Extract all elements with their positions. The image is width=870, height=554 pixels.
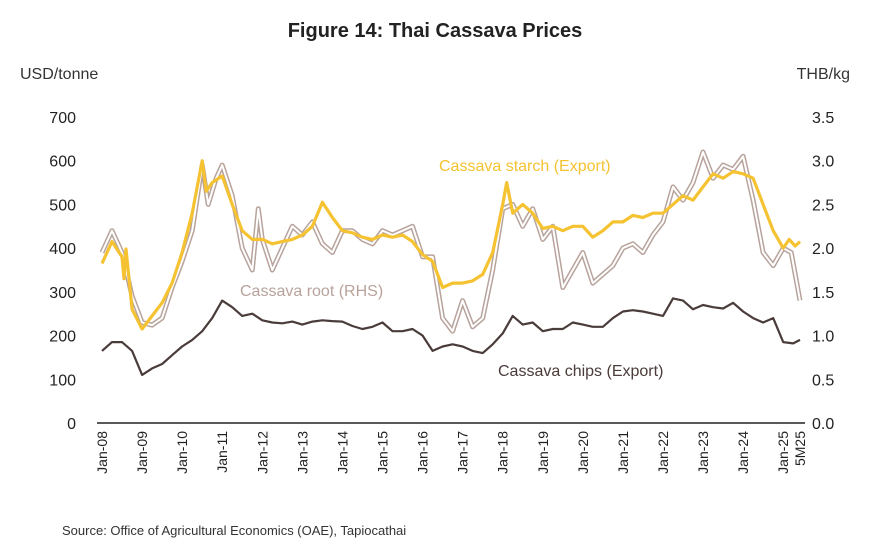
chart-title: Figure 14: Thai Cassava Prices (287, 20, 583, 42)
x-tick-label: Jan-22 (655, 431, 671, 474)
x-tick-label: Jan-09 (134, 431, 150, 474)
x-tick-label: Jan-08 (94, 431, 110, 474)
series-label: Cassava root (RHS) (240, 283, 383, 300)
y-right-tick-label: 1.5 (812, 285, 834, 302)
x-tick-label: Jan-17 (455, 431, 471, 474)
annotation-layer: Cassava starch (Export) Cassava root (RHS… (240, 158, 663, 380)
axes-layer: 0 100 200 300 400 500 600 700 0.0 0.5 1.0 1.5 2.0 2.5… (49, 110, 834, 474)
x-tick-label: Jan-25 (775, 431, 791, 474)
x-tick-label: Jan-16 (415, 431, 431, 474)
y-right-tick-label: 2.0 (812, 241, 834, 258)
x-tick-label: Jan-10 (174, 431, 190, 474)
x-tick-label: Jan-11 (214, 431, 230, 473)
y-right-tick-label: 0.5 (812, 372, 834, 389)
y-left-tick-label: 0 (67, 416, 76, 433)
y-axis-left-unit: USD/tonne (20, 66, 99, 83)
series-line-cassava-starch (100, 159, 802, 331)
source-note: Source: Office of Agricultural Economics… (62, 523, 407, 538)
y-left-tick-label: 700 (49, 110, 76, 127)
y-left-tick-label: 200 (49, 329, 76, 346)
x-tick-label: Jan-21 (615, 431, 631, 474)
series-line-cassava-chips (101, 297, 801, 376)
y-right-tick-label: 0.0 (812, 416, 834, 433)
x-tick-label: 5M25 (792, 431, 808, 466)
x-tick-label: Jan-24 (735, 431, 751, 474)
series-label: Cassava starch (Export) (439, 158, 611, 175)
y-left-tick-label: 400 (49, 241, 76, 258)
y-right-tick-label: 2.5 (812, 197, 834, 214)
y-left-tick-label: 300 (49, 285, 76, 302)
series-line-cassava-root (99, 149, 803, 334)
y-left-tick-label: 500 (49, 197, 76, 214)
x-tick-label: Jan-12 (254, 431, 270, 474)
y-axis-right-unit: THB/kg (796, 66, 850, 83)
x-tick-label: Jan-20 (575, 431, 591, 474)
x-tick-label: Jan-14 (334, 431, 350, 474)
y-right-tick-label: 3.5 (812, 110, 834, 127)
series-layer (99, 149, 803, 376)
series-label: Cassava chips (Export) (498, 363, 663, 380)
x-tick-label: Jan-23 (695, 431, 711, 474)
x-tick-label: Jan-15 (374, 431, 390, 474)
x-tick-label: Jan-13 (294, 431, 310, 474)
y-right-tick-label: 3.0 (812, 154, 834, 171)
x-tick-label: Jan-18 (495, 431, 511, 474)
y-right-tick-label: 1.0 (812, 329, 834, 346)
x-tick-label: Jan-19 (535, 431, 551, 474)
y-left-tick-label: 100 (49, 372, 76, 389)
y-left-tick-label: 600 (49, 154, 76, 171)
